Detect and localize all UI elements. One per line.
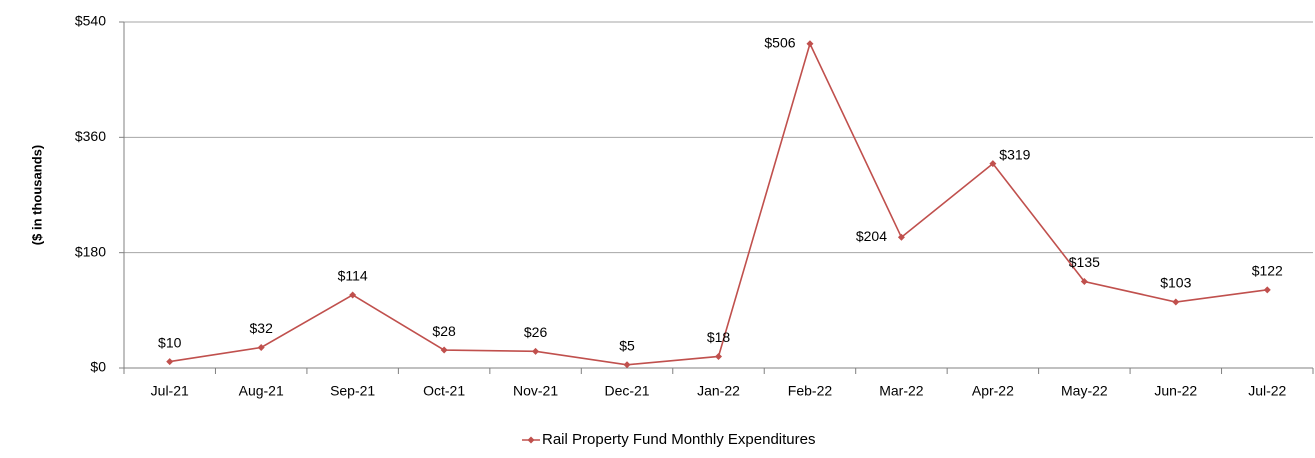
data-label: $122	[1252, 263, 1283, 279]
data-label: $18	[707, 329, 731, 345]
data-label: $103	[1160, 275, 1191, 291]
x-tick-label: Jul-21	[151, 383, 189, 399]
data-label: $135	[1069, 254, 1100, 270]
data-label: $5	[619, 337, 635, 353]
x-tick-label: Sep-21	[330, 383, 375, 399]
y-axis-label: ($ in thousands)	[29, 145, 44, 245]
x-tick-label: Mar-22	[879, 383, 924, 399]
x-tick-label: Dec-21	[604, 383, 649, 399]
marker	[257, 343, 265, 351]
data-label: $319	[999, 146, 1030, 162]
x-tick-label: Feb-22	[788, 383, 833, 399]
marker	[1172, 298, 1180, 306]
x-tick-label: Jul-22	[1248, 383, 1286, 399]
marker	[897, 233, 905, 241]
data-label: $32	[250, 320, 274, 336]
x-tick-label: Aug-21	[239, 383, 284, 399]
y-tick-label: $360	[75, 128, 106, 144]
y-tick-label: $540	[75, 13, 106, 29]
data-label: $28	[432, 323, 456, 339]
marker	[715, 352, 722, 360]
line	[169, 41, 1268, 366]
marker	[349, 291, 357, 299]
y-tick-label: $180	[75, 243, 106, 259]
marker	[989, 160, 997, 168]
x-tick-label: Nov-21	[513, 383, 558, 399]
data-label: $114	[338, 268, 368, 284]
data-label: $506	[764, 34, 795, 50]
marker	[440, 346, 448, 354]
data-label: $204	[856, 228, 887, 244]
marker	[166, 358, 174, 366]
marker	[1080, 278, 1088, 285]
x-tick-label: Jan-22	[697, 383, 740, 399]
marker	[623, 361, 631, 369]
data-label: $26	[524, 324, 548, 340]
x-tick-label: May-22	[1061, 383, 1108, 399]
data-label: $10	[158, 334, 182, 350]
marker	[1263, 286, 1271, 294]
legend-label: Rail Property Fund Monthly Expenditures	[542, 431, 815, 448]
legend-marker	[527, 436, 535, 444]
marker	[806, 40, 814, 48]
marker	[532, 347, 540, 355]
x-tick-label: Oct-21	[423, 383, 465, 399]
x-tick-label: Jun-22	[1154, 383, 1197, 399]
x-tick-label: Apr-22	[972, 383, 1014, 399]
y-tick-label: $0	[90, 359, 106, 375]
